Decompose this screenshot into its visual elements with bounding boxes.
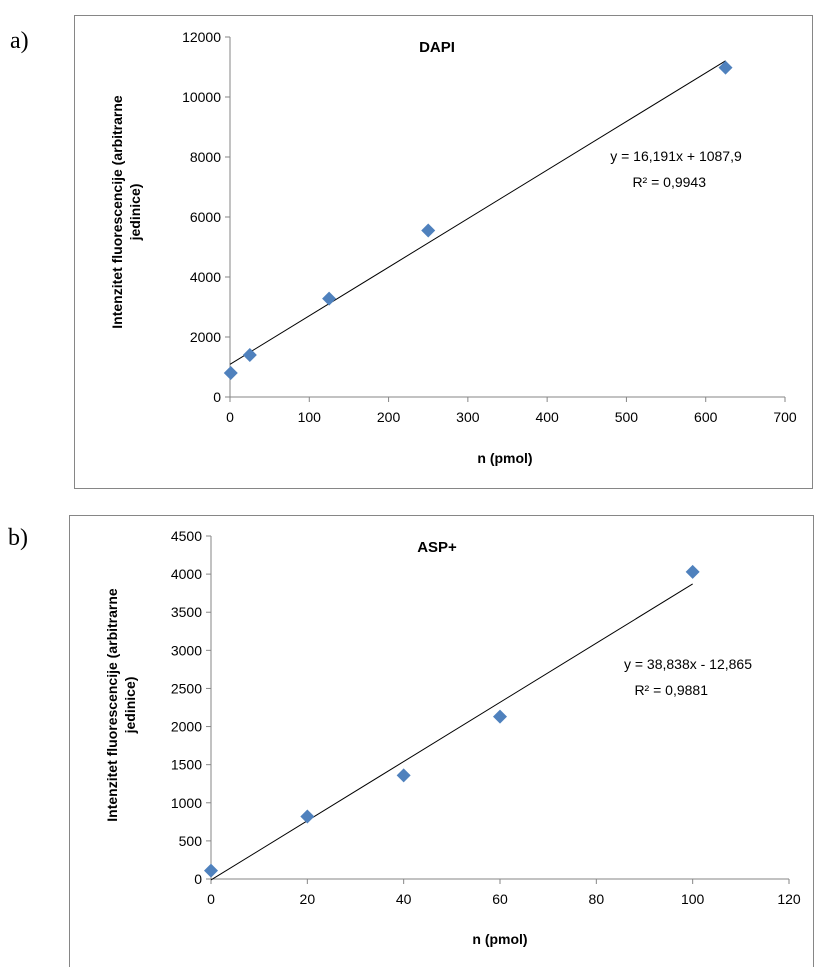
x-tick-label: 0	[226, 409, 234, 425]
data-point	[685, 564, 700, 579]
data-point	[396, 768, 411, 783]
chart-title: DAPI	[419, 39, 455, 56]
data-point	[242, 348, 257, 362]
data-point	[223, 366, 238, 380]
data-point	[322, 291, 337, 306]
x-tick-label: 120	[777, 891, 801, 907]
y-tick-label: 8000	[190, 149, 221, 165]
x-tick-label: 600	[694, 409, 718, 425]
y-axis-title-line1: Intenzitet fluorescencije (arbitrarne	[109, 95, 125, 329]
data-point	[718, 60, 733, 75]
y-tick-label: 0	[194, 871, 202, 887]
x-tick-label: 100	[298, 409, 322, 425]
y-tick-label: 6000	[190, 209, 221, 225]
trendline-equation: y = 16,191x + 1087,9	[610, 148, 742, 164]
trendline	[210, 583, 693, 881]
y-axis-title-line2: jedinice)	[122, 677, 138, 735]
plot-area: 0 2000 4000 6000 8000 10000 12000 0 100 200 300 400…	[182, 29, 797, 425]
x-tick-label: 60	[492, 891, 508, 907]
x-tick-label: 400	[535, 409, 559, 425]
x-tick-label: 20	[300, 891, 316, 907]
x-tick-label: 100	[681, 891, 705, 907]
x-axis-title: n (pmol)	[477, 450, 532, 466]
x-tick-label: 700	[773, 409, 797, 425]
data-point	[300, 809, 315, 824]
data-point	[421, 223, 436, 238]
x-tick-label: 500	[615, 409, 639, 425]
trendline	[229, 60, 726, 365]
y-axis-title-line1: Intenzitet fluorescencije (arbitrarne	[104, 588, 120, 822]
y-tick-label: 4500	[171, 528, 202, 544]
trendline-r2: R² = 0,9943	[632, 174, 706, 190]
y-tick-label: 500	[179, 833, 203, 849]
y-tick-label: 1000	[171, 795, 202, 811]
y-tick-label: 2500	[171, 680, 202, 696]
trendline-r2: R² = 0,9881	[634, 682, 708, 698]
y-tick-label: 3000	[171, 642, 202, 658]
x-tick-label: 300	[456, 409, 480, 425]
y-axis-title-line2: jedinice)	[127, 184, 143, 242]
x-tick-label: 200	[377, 409, 401, 425]
panel-label-a: a)	[10, 28, 29, 54]
panel-label-b: b)	[8, 525, 28, 551]
y-tick-label: 4000	[190, 269, 221, 285]
y-tick-label: 2000	[171, 719, 202, 735]
plot-area: 0 500 1000 1500 2000 2500 3000 3500 4000 4500 0 20 4…	[171, 528, 801, 907]
y-tick-label: 0	[213, 389, 221, 405]
x-axis-title: n (pmol)	[472, 931, 527, 947]
y-tick-label: 12000	[182, 29, 221, 45]
data-point	[204, 863, 218, 878]
x-tick-label: 0	[207, 891, 215, 907]
y-tick-label: 4000	[171, 566, 202, 582]
x-tick-label: 40	[396, 891, 412, 907]
data-point	[493, 709, 507, 724]
chart-frame	[74, 15, 813, 489]
chart-title: ASP+	[417, 539, 457, 556]
y-tick-label: 3500	[171, 604, 202, 620]
y-tick-label: 2000	[190, 329, 221, 345]
x-tick-label: 80	[589, 891, 605, 907]
trendline-equation: y = 38,838x - 12,865	[624, 656, 752, 672]
y-tick-label: 1500	[171, 757, 202, 773]
y-tick-label: 10000	[182, 89, 221, 105]
